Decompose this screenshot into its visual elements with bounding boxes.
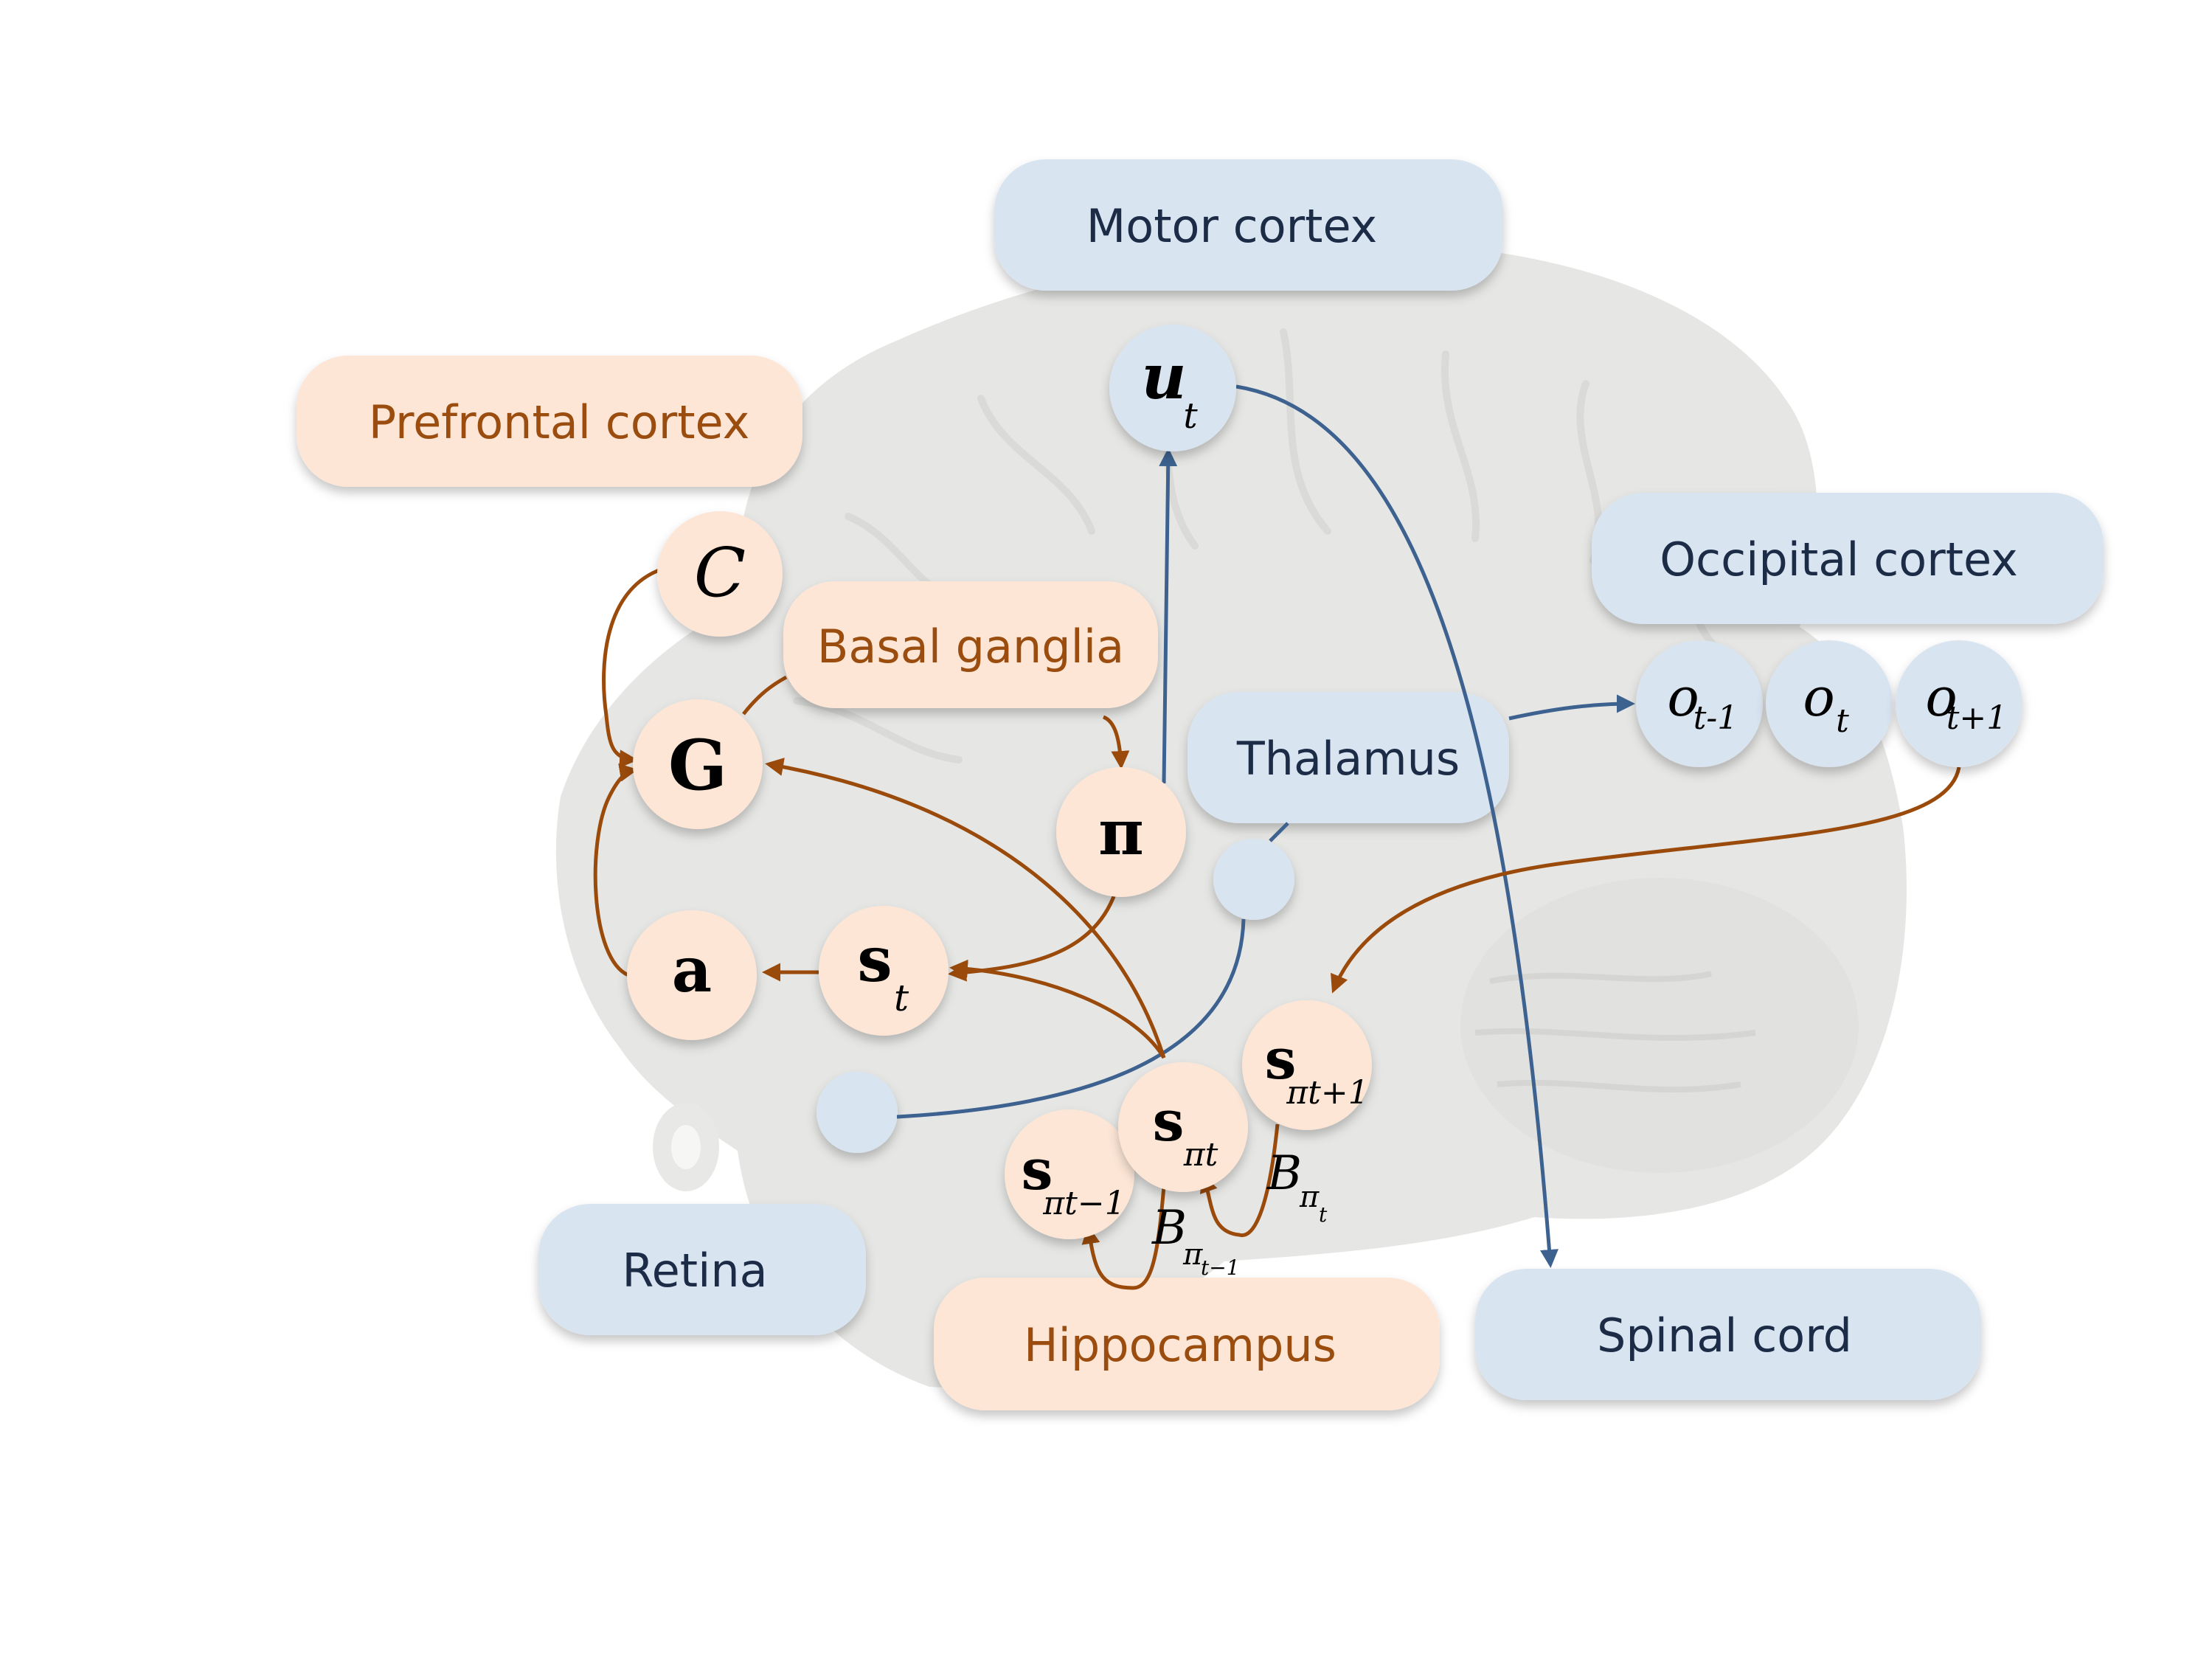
motor-cortex-box: Motor cortex xyxy=(994,159,1503,291)
edge-retina-to-thalamus xyxy=(896,918,1246,1119)
G-symbol: G xyxy=(668,725,727,806)
svg-text:π: π xyxy=(1299,1180,1320,1214)
svg-text:o: o xyxy=(1667,666,1699,728)
edge-C-to-G xyxy=(602,567,662,769)
edge-a-to-G xyxy=(593,763,638,977)
svg-text:t: t xyxy=(894,977,909,1019)
svg-text:s: s xyxy=(1153,1088,1185,1154)
hippocampus-box: Hippocampus xyxy=(934,1278,1440,1410)
o-cur-subscript: t xyxy=(1836,702,1849,740)
s-t-symbol: s xyxy=(857,923,892,996)
svg-text:t: t xyxy=(1836,702,1849,740)
edge-s-pi-t-to-s-pi-prev xyxy=(1081,1185,1166,1290)
thalamus-relay-node xyxy=(1213,839,1294,920)
basal-ganglia-label: Basal ganglia xyxy=(817,620,1124,673)
svg-text:B: B xyxy=(1266,1146,1302,1201)
thalamus-box: Thalamus xyxy=(1188,692,1509,823)
o-next-subscript: t+1 xyxy=(1946,699,2008,737)
node-o-prev: o t-1 xyxy=(1636,640,1763,767)
edge-basal-ganglia-to-pi xyxy=(1102,715,1130,769)
prefrontal-cortex-box: Prefrontal cortex xyxy=(297,356,802,487)
s-t-subscript: t xyxy=(894,977,909,1019)
node-o-next: o t+1 xyxy=(1896,640,2022,767)
svg-text:t+1: t+1 xyxy=(1946,699,2008,737)
edge-s-pi-next-to-s-pi-t xyxy=(1199,1123,1280,1238)
B-prev-symbol: B xyxy=(1151,1201,1187,1255)
svg-text:o: o xyxy=(1925,666,1957,728)
B-prev-subsubscript: t−1 xyxy=(1201,1255,1240,1280)
svg-text:π: π xyxy=(1182,1238,1203,1272)
node-s-pi-next: s πt+1 xyxy=(1242,1000,1372,1130)
svg-text:t-1: t-1 xyxy=(1693,699,1738,737)
retina-relay-node xyxy=(817,1072,898,1153)
node-s-t: s t xyxy=(819,906,949,1036)
o-prev-subscript: t-1 xyxy=(1693,699,1738,737)
svg-text:πt+1: πt+1 xyxy=(1286,1074,1368,1112)
edge-u-to-spinal-cord xyxy=(1235,384,1559,1268)
svg-text:u: u xyxy=(1141,340,1186,413)
node-u: u t xyxy=(1109,325,1236,451)
C-symbol: C xyxy=(694,533,746,612)
a-symbol: a xyxy=(672,933,712,1006)
s-pi-prev-subscript: πt−1 xyxy=(1042,1185,1125,1222)
s-pi-cur-subscript: πt xyxy=(1183,1136,1218,1174)
svg-text:s: s xyxy=(1265,1026,1297,1092)
node-pi: π xyxy=(1056,767,1186,897)
svg-text:s: s xyxy=(857,923,892,996)
s-pi-next-symbol: s xyxy=(1265,1026,1297,1092)
retina-box: Retina xyxy=(538,1204,866,1335)
B-prev-subscript: π xyxy=(1182,1238,1203,1272)
B-t-symbol: B xyxy=(1266,1146,1302,1201)
edge-label-B-t: B π t xyxy=(1266,1146,1328,1227)
edge-thalamus-to-occipital xyxy=(1508,694,1635,721)
prefrontal-cortex-label: Prefrontal cortex xyxy=(369,395,750,449)
svg-text:πt−1: πt−1 xyxy=(1042,1185,1125,1222)
s-pi-cur-symbol: s xyxy=(1153,1088,1185,1154)
svg-text:π: π xyxy=(1098,796,1143,869)
retina-label: Retina xyxy=(622,1244,767,1298)
thalamus-label: Thalamus xyxy=(1236,732,1460,786)
svg-text:t−1: t−1 xyxy=(1201,1255,1240,1280)
svg-text:t: t xyxy=(1183,395,1198,437)
edge-s-pi-t-to-G xyxy=(765,758,1166,1059)
basal-ganglia-box: Basal ganglia xyxy=(783,581,1158,708)
edge-pi-to-u xyxy=(1159,448,1178,784)
svg-text:o: o xyxy=(1803,666,1834,728)
o-cur-symbol: o xyxy=(1803,666,1834,728)
svg-text:G: G xyxy=(668,725,727,806)
B-t-subsubscript: t xyxy=(1319,1202,1328,1227)
motor-cortex-label: Motor cortex xyxy=(1086,199,1377,253)
svg-text:s: s xyxy=(1022,1137,1053,1202)
node-s-pi-prev: s πt−1 xyxy=(1005,1109,1134,1239)
svg-text:a: a xyxy=(672,933,712,1006)
hippocampus-label: Hippocampus xyxy=(1024,1318,1336,1372)
svg-text:C: C xyxy=(694,533,746,612)
svg-text:B: B xyxy=(1151,1201,1187,1255)
edge-G-basal-ganglia xyxy=(742,675,788,716)
edge-s-pi-t-to-s-t xyxy=(949,959,1166,1059)
u-symbol: u xyxy=(1141,340,1186,413)
node-G: G xyxy=(633,699,763,829)
u-subscript: t xyxy=(1183,395,1198,437)
node-s-pi-cur: s πt xyxy=(1118,1062,1248,1192)
spinal-cord-label: Spinal cord xyxy=(1597,1309,1852,1362)
svg-text:πt: πt xyxy=(1183,1136,1218,1174)
s-pi-prev-symbol: s xyxy=(1022,1137,1053,1202)
o-prev-symbol: o xyxy=(1667,666,1699,728)
node-C: C xyxy=(657,511,783,637)
o-next-symbol: o xyxy=(1925,666,1957,728)
B-t-subscript: π xyxy=(1299,1180,1320,1214)
spinal-cord-box: Spinal cord xyxy=(1475,1269,1981,1400)
occipital-cortex-box: Occipital cortex xyxy=(1592,493,2104,624)
node-o-cur: o t xyxy=(1766,640,1893,767)
s-pi-next-subscript: πt+1 xyxy=(1286,1074,1368,1112)
node-a: a xyxy=(627,910,757,1040)
occipital-cortex-label: Occipital cortex xyxy=(1660,533,2018,586)
edge-label-B-prev: B π t−1 xyxy=(1151,1201,1240,1280)
svg-text:t: t xyxy=(1319,1202,1328,1227)
edge-o-next-to-s-pi-next xyxy=(1331,766,1961,994)
pi-symbol: π xyxy=(1098,796,1143,869)
edge-thalamus-to-relay xyxy=(1269,822,1289,842)
